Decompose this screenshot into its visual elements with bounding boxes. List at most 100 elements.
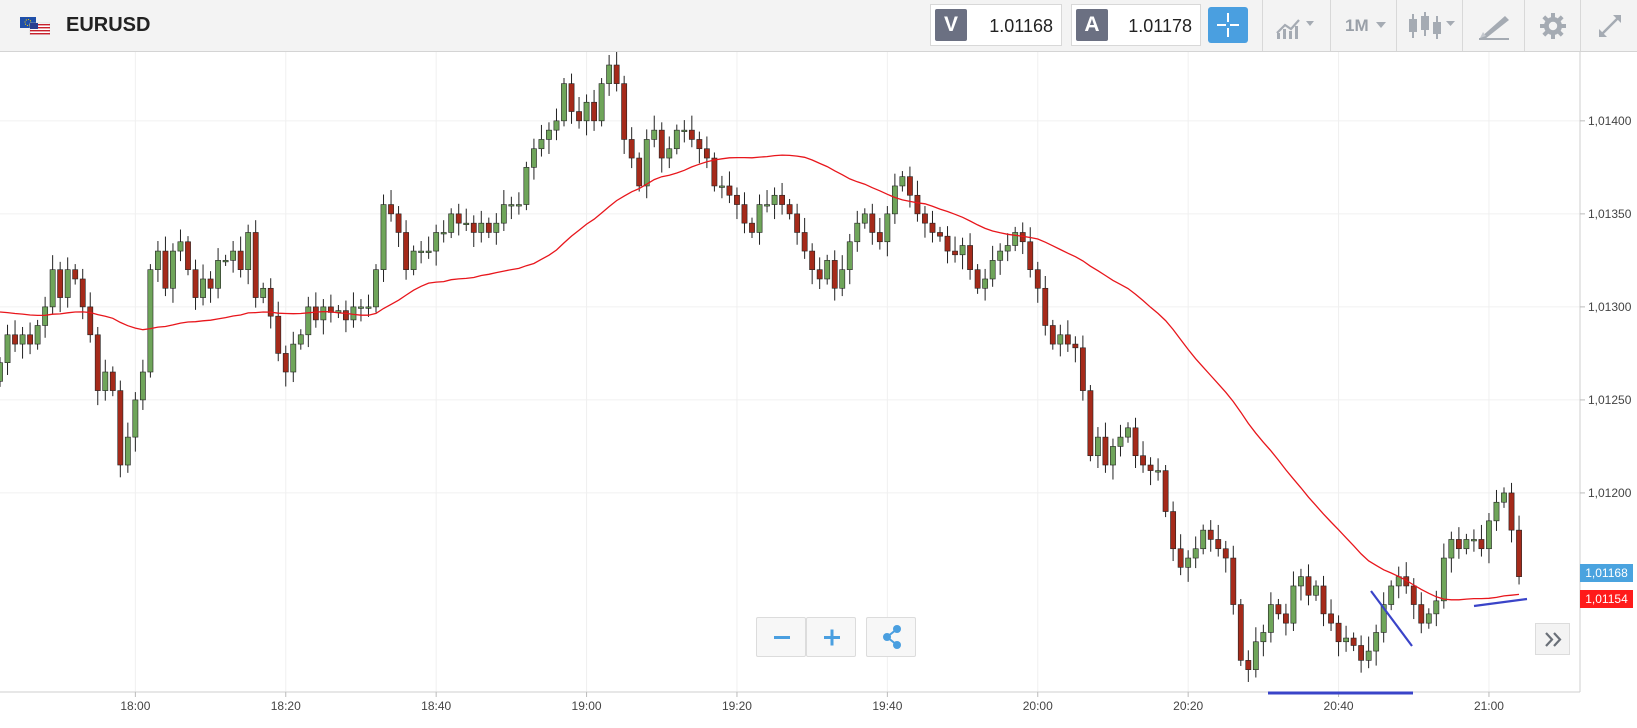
candle: [1501, 487, 1507, 508]
candle: [643, 129, 650, 199]
candle: [952, 236, 958, 263]
scroll-right-button[interactable]: [1535, 623, 1570, 655]
candle: [252, 220, 259, 308]
candle: [801, 217, 808, 259]
candle: [365, 294, 372, 317]
candle: [1260, 624, 1267, 657]
candle: [290, 331, 297, 383]
candle: [523, 161, 530, 211]
candle: [1365, 636, 1372, 669]
candle: [1200, 524, 1207, 555]
candle: [771, 187, 778, 220]
timeframe-selector[interactable]: 1M: [1330, 0, 1396, 51]
candlestick-type-button[interactable]: [1396, 0, 1462, 51]
candle: [1373, 624, 1380, 666]
trend-line-up: [1473, 597, 1528, 608]
drawing-tools-icon: [1479, 16, 1509, 40]
candle: [515, 192, 522, 215]
x-tick-label: 18:20: [271, 699, 301, 713]
candle: [79, 268, 86, 320]
candle: [177, 229, 184, 262]
bid-price-box[interactable]: V 1.01168: [930, 4, 1062, 46]
candle: [989, 245, 996, 287]
candle: [162, 236, 169, 297]
chart-type-button[interactable]: [1262, 0, 1330, 51]
candle: [1350, 632, 1357, 652]
ask-badge: A: [1076, 9, 1108, 41]
candle: [139, 359, 146, 410]
crosshair-button[interactable]: [1208, 7, 1248, 43]
candle: [937, 226, 943, 242]
candle: [636, 152, 643, 192]
candle: [1147, 457, 1154, 486]
candle: [433, 224, 440, 266]
bid-badge: V: [935, 9, 967, 41]
candle: [0, 357, 3, 387]
candle: [576, 97, 582, 129]
y-tick-label: 1,01250: [1588, 393, 1632, 407]
candle: [192, 259, 199, 310]
candle: [673, 124, 680, 155]
bid-price-tag: 1,01168: [1580, 564, 1633, 582]
candle: [147, 264, 154, 378]
candle: [1290, 571, 1297, 631]
zoom-out-button[interactable]: [756, 617, 806, 657]
candle: [1012, 226, 1019, 252]
x-tick-label: 19:20: [722, 699, 752, 713]
candle: [185, 236, 191, 276]
candle: [4, 324, 11, 375]
candle: [1057, 324, 1064, 357]
fullscreen-button[interactable]: [1580, 0, 1637, 51]
candle: [1034, 261, 1041, 303]
x-tick-label: 19:00: [572, 699, 602, 713]
candle: [380, 194, 387, 282]
candle: [470, 215, 477, 247]
candle: [508, 196, 515, 220]
candle: [1087, 385, 1094, 462]
ask-price-box[interactable]: A 1.01178: [1071, 4, 1201, 46]
candle: [1027, 227, 1034, 278]
candle: [914, 180, 921, 222]
candle: [538, 124, 545, 157]
candle: [418, 241, 425, 264]
candle: [1215, 524, 1222, 557]
candle: [1222, 540, 1229, 573]
candle: [546, 122, 552, 154]
candle: [756, 194, 763, 245]
candle: [1320, 575, 1327, 627]
candle: [1177, 534, 1184, 576]
candle: [1230, 545, 1237, 615]
share-button[interactable]: [866, 617, 916, 657]
candle: [1275, 598, 1282, 620]
candle: [846, 233, 853, 285]
candle: [809, 243, 816, 285]
candle: [1207, 520, 1214, 552]
candle: [500, 190, 507, 231]
candle: [1042, 276, 1049, 336]
chart-toolbar: EURUSD V 1.01168 A 1.01178 1M: [0, 0, 1637, 52]
candle: [711, 152, 718, 192]
instrument-symbol[interactable]: EURUSD: [66, 14, 151, 36]
settings-button[interactable]: [1524, 0, 1580, 51]
candle: [1425, 608, 1432, 629]
candle: [869, 203, 876, 245]
candle: [493, 213, 500, 245]
drawing-tools-button[interactable]: [1462, 0, 1524, 51]
candle: [681, 120, 688, 143]
candle: [1313, 580, 1319, 601]
candle: [1102, 422, 1109, 473]
zoom-in-button[interactable]: [806, 617, 856, 657]
chart-type-icon: [1276, 19, 1314, 39]
candle: [553, 108, 560, 141]
candle: [1095, 427, 1101, 468]
candle: [598, 78, 605, 127]
candle: [170, 243, 176, 303]
candle: [12, 320, 18, 352]
candle: [1283, 603, 1289, 636]
candle: [959, 237, 966, 270]
candle: [974, 264, 981, 294]
x-tick-label: 19:40: [872, 699, 902, 713]
candle: [440, 220, 447, 243]
candle: [1478, 524, 1485, 557]
